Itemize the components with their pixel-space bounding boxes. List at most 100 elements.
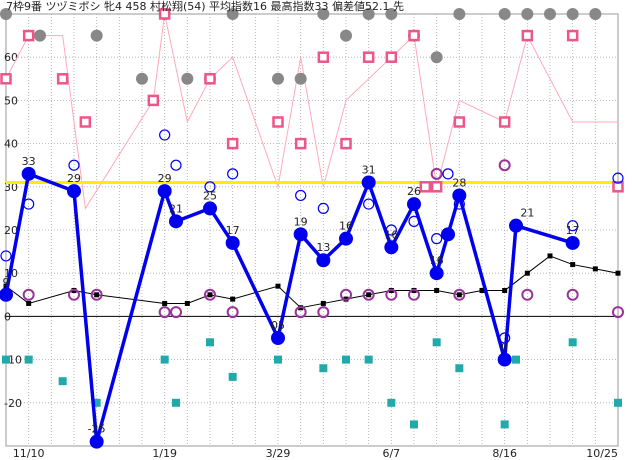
data-label: 17	[226, 224, 240, 237]
purple-circle	[170, 306, 182, 319]
blue-hollow-circle	[68, 159, 80, 171]
teal-square	[387, 398, 396, 407]
gray-dot	[521, 8, 534, 20]
y-tick-label: 50	[4, 94, 18, 107]
purple-circle	[498, 159, 511, 172]
purple-circle	[430, 167, 443, 180]
gray-dot	[272, 72, 284, 85]
purple-circle	[204, 288, 216, 301]
teal-square	[92, 398, 101, 407]
blue-hollow-circle	[295, 189, 307, 202]
pink-square	[204, 73, 216, 85]
pink-square	[612, 181, 624, 193]
gray-dot	[498, 8, 511, 20]
main-point	[203, 201, 217, 216]
main-point	[509, 218, 523, 233]
pink-square	[385, 51, 398, 63]
gray-dot	[226, 8, 239, 20]
black-marker	[320, 300, 326, 306]
x-tick-label: 10/25	[586, 447, 618, 460]
x-tick-label: 11/10	[13, 447, 45, 460]
data-label: 13	[316, 241, 330, 254]
teal-square	[342, 355, 350, 364]
series: 9 33 29 -25 29 21 25 17 05 19 13 16 31 16 26 16 28 0 21 17	[0, 8, 624, 449]
data-label: 0	[501, 341, 508, 354]
main-point	[497, 352, 512, 367]
main-point	[21, 166, 36, 181]
black-marker	[275, 283, 281, 289]
black-line	[5, 255, 619, 309]
data-label: 21	[169, 202, 183, 215]
x-tick-label: 6/7	[382, 447, 400, 460]
main-point	[316, 253, 331, 268]
x-axis: 11/10 1/19 3/29 6/7 8/16 10/25	[13, 447, 618, 460]
black-marker	[162, 300, 168, 306]
black-marker	[207, 292, 213, 298]
black-marker	[456, 292, 462, 298]
gray-dot	[136, 72, 148, 85]
pink-square	[521, 29, 534, 42]
black-marker	[615, 270, 621, 276]
pink-square	[22, 29, 35, 42]
pink-square	[566, 29, 579, 42]
main-point	[565, 235, 580, 250]
teal-square	[228, 372, 237, 381]
main-point	[441, 227, 455, 242]
data-label: 25	[203, 189, 217, 202]
x-tick-label: 8/16	[492, 447, 517, 460]
teal-square	[568, 338, 577, 347]
data-label: 16	[430, 254, 444, 267]
main-point	[0, 287, 13, 302]
black-marker	[184, 300, 190, 306]
gray-dot	[453, 8, 466, 20]
gray-dot	[430, 51, 443, 64]
x-tick-label: 3/29	[266, 447, 291, 460]
data-label: 29	[67, 172, 81, 185]
teal-square	[614, 398, 622, 407]
blue-hollow-circle	[612, 172, 624, 184]
gray-dot	[589, 8, 602, 20]
teal-square	[455, 364, 464, 373]
pink-square	[453, 116, 466, 128]
purple-circle	[340, 288, 352, 301]
main-point	[225, 235, 240, 250]
pink-square	[408, 29, 420, 42]
pink-square	[226, 137, 239, 150]
main-point	[293, 227, 308, 242]
purple-circle	[317, 306, 330, 319]
purple-circle	[612, 306, 624, 319]
data-label: 17	[566, 224, 580, 237]
teal-square	[319, 364, 328, 373]
purple-circle	[22, 288, 35, 301]
blue-hollow-circle	[567, 220, 579, 232]
black-marker	[230, 296, 236, 302]
purple-circle	[90, 288, 103, 301]
black-marker	[592, 266, 598, 272]
y-tick-label: 0	[4, 310, 11, 323]
gray-dot	[294, 72, 307, 85]
pink-square	[317, 51, 330, 63]
y-tick-label: 60	[4, 51, 18, 64]
teal-square	[58, 377, 67, 386]
purple-circle	[226, 306, 239, 319]
purple-circle	[521, 288, 534, 301]
main-point	[271, 331, 285, 345]
main-point	[157, 184, 172, 199]
data-label: 19	[294, 215, 308, 228]
gray-dot	[385, 8, 398, 20]
data-label: 26	[407, 185, 421, 198]
pink-square	[430, 181, 443, 193]
gray-dot	[566, 8, 579, 20]
pink-square	[340, 137, 352, 150]
main-point	[169, 214, 183, 229]
data-label: 33	[22, 155, 36, 168]
gray-dot	[90, 29, 103, 42]
teal-square	[2, 355, 10, 364]
main-point	[89, 434, 104, 449]
black-marker	[524, 270, 530, 276]
teal-square	[24, 355, 33, 364]
pink-square	[79, 116, 92, 128]
teal-square	[160, 355, 169, 364]
purple-circle	[385, 288, 398, 301]
